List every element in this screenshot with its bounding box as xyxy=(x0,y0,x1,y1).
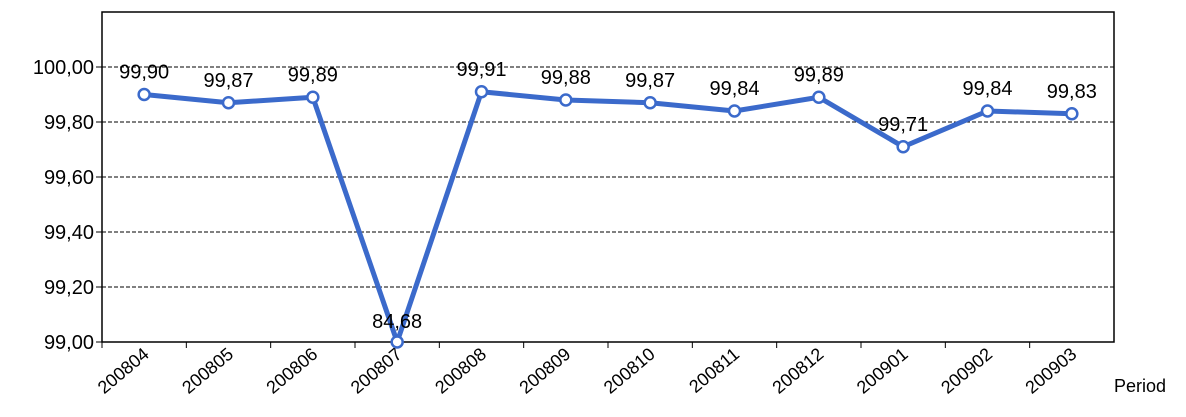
data-label: 99,84 xyxy=(962,78,1012,100)
data-point xyxy=(980,104,995,118)
y-tick-label: 100,00 xyxy=(33,57,94,79)
y-tick-label: 99,20 xyxy=(44,277,94,299)
x-tick-label: 200903 xyxy=(1022,344,1081,398)
data-point xyxy=(727,104,742,118)
y-tick-label: 99,60 xyxy=(44,167,94,189)
x-axis-title: Period xyxy=(1114,376,1166,396)
x-tick-label: 200901 xyxy=(853,344,912,398)
gridlines xyxy=(102,66,1114,288)
x-tick-label: 200809 xyxy=(516,344,575,398)
data-point xyxy=(1065,107,1079,121)
data-label: 99,89 xyxy=(794,64,844,86)
data-labels: 99,90 99,87 99,89 84,68 99,91 99,88 99,87 99,84… xyxy=(119,59,1097,333)
y-tick-label: 99,40 xyxy=(44,222,94,244)
x-axis-ticks: 200804 200805 200806 200807 200808 200809 2008… xyxy=(94,342,1081,398)
data-label: 99,71 xyxy=(878,114,928,136)
y-tick-label: 99,00 xyxy=(44,332,94,354)
x-tick-label: 200812 xyxy=(769,344,828,398)
x-tick-label: 200807 xyxy=(347,344,406,398)
data-point xyxy=(306,90,320,104)
data-label: 84,68 xyxy=(372,311,422,333)
x-tick-label: 200805 xyxy=(178,344,237,398)
x-tick-label: 200806 xyxy=(263,344,322,398)
data-label: 99,89 xyxy=(288,64,338,86)
data-point xyxy=(474,85,489,99)
data-label: 99,91 xyxy=(456,59,506,81)
series-layer xyxy=(137,85,1079,349)
data-label: 99,87 xyxy=(625,70,675,92)
data-label: 99,87 xyxy=(203,70,253,92)
y-axis-ticks: 99,00 99,20 99,40 99,60 99,80 100,00 xyxy=(33,57,102,354)
data-label: 99,83 xyxy=(1047,81,1097,103)
x-tick-label: 200804 xyxy=(94,344,153,398)
data-point xyxy=(390,335,404,349)
data-point xyxy=(137,87,151,102)
data-point xyxy=(559,93,573,107)
data-point xyxy=(643,96,657,110)
data-point xyxy=(896,140,910,154)
x-tick-label: 200808 xyxy=(431,344,490,398)
data-point xyxy=(812,90,826,104)
data-label: 99,90 xyxy=(119,62,169,84)
data-label: 99,84 xyxy=(709,78,759,100)
y-tick-label: 99,80 xyxy=(44,112,94,134)
x-tick-label: 200902 xyxy=(937,344,996,398)
data-point xyxy=(221,96,236,110)
x-tick-label: 200810 xyxy=(600,344,659,398)
series-line xyxy=(143,89,1072,345)
x-tick-label: 200811 xyxy=(685,344,743,397)
data-label: 99,88 xyxy=(541,67,591,89)
